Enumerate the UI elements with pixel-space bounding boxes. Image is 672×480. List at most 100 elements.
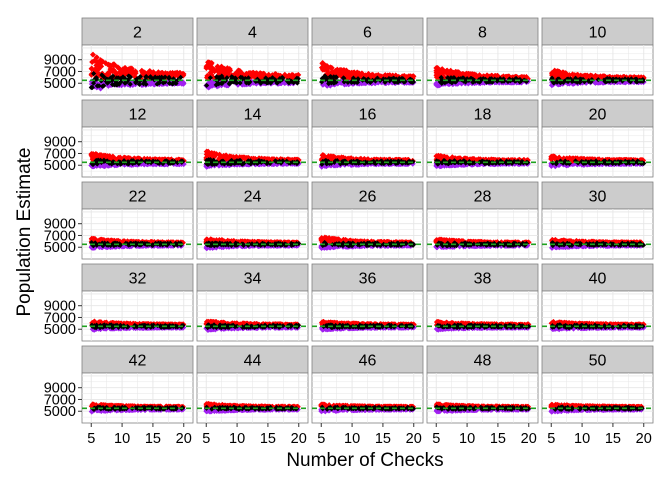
- point-central-estimate: [237, 80, 243, 86]
- point-central-estimate: [156, 74, 163, 81]
- point-central-estimate: [215, 80, 221, 87]
- point-over-estimate: [272, 71, 279, 78]
- facet-panel-2: 2: [81, 17, 194, 96]
- point-central-estimate: [290, 80, 297, 86]
- point-central-estimate: [294, 80, 300, 86]
- facet-panel-12: 12: [81, 99, 194, 178]
- facet-panel-26: 26: [311, 181, 424, 260]
- point-central-estimate: [156, 80, 162, 86]
- point-central-estimate: [94, 83, 100, 89]
- facet-strip-label: 20: [589, 107, 607, 124]
- facet-strip: [196, 17, 309, 46]
- point-central-estimate: [286, 80, 292, 86]
- point-central-estimate: [322, 73, 328, 79]
- point-over-estimate: [122, 65, 129, 72]
- point-central-estimate: [136, 81, 143, 87]
- facet-strip-label: 22: [129, 189, 147, 206]
- facet-strip-label: 24: [244, 189, 262, 206]
- facet-panel-10: 10: [541, 17, 654, 96]
- point-over-estimate: [116, 65, 123, 72]
- point-central-estimate: [232, 77, 239, 84]
- point-under-estimate: [209, 82, 216, 89]
- point-over-estimate: [89, 51, 96, 58]
- facet-panel-14: 14: [196, 99, 309, 178]
- facet-strip-label: 10: [589, 25, 607, 42]
- point-over-estimate: [147, 68, 154, 75]
- point-central-estimate: [269, 75, 276, 81]
- point-over-estimate: [319, 60, 326, 67]
- point-over-estimate: [169, 69, 176, 76]
- facet-strip-label: 8: [478, 25, 487, 42]
- point-central-estimate: [88, 84, 94, 91]
- point-central-estimate: [277, 76, 283, 82]
- facet-panel-22: 22: [81, 181, 194, 260]
- facet-panel-6: 6: [311, 17, 424, 96]
- point-central-estimate: [123, 80, 129, 86]
- point-over-estimate: [209, 67, 216, 74]
- facet-strip-label: 14: [244, 107, 262, 124]
- point-central-estimate: [219, 73, 225, 79]
- point-central-estimate: [125, 77, 131, 83]
- point-central-estimate: [160, 80, 166, 86]
- point-central-estimate: [374, 75, 381, 81]
- point-central-estimate: [120, 74, 126, 80]
- point-central-estimate: [288, 78, 295, 84]
- point-over-estimate: [254, 73, 261, 80]
- point-over-estimate: [232, 70, 239, 77]
- point-central-estimate: [331, 80, 337, 86]
- facet-strip-label: 16: [359, 107, 377, 124]
- point-over-estimate: [105, 71, 112, 78]
- point-central-estimate: [214, 74, 220, 80]
- point-central-estimate: [328, 74, 334, 80]
- point-over-estimate: [215, 64, 222, 71]
- facet-panel-20: 20: [541, 99, 654, 178]
- point-over-estimate: [354, 69, 361, 76]
- point-over-estimate: [208, 59, 215, 66]
- facet-panel-8: 8: [426, 17, 539, 96]
- facet-strip-label: 6: [363, 25, 372, 42]
- facet-strip: [311, 17, 424, 46]
- point-over-estimate: [96, 60, 103, 67]
- point-central-estimate: [109, 77, 115, 84]
- point-central-estimate: [143, 74, 149, 80]
- facet-panel-16: 16: [311, 99, 424, 178]
- point-central-estimate: [269, 78, 275, 84]
- point-central-estimate: [387, 78, 393, 84]
- point-over-estimate: [328, 64, 335, 71]
- point-central-estimate: [263, 76, 270, 82]
- point-central-estimate: [229, 74, 235, 80]
- point-central-estimate: [147, 74, 153, 81]
- point-central-estimate: [125, 73, 132, 79]
- point-over-estimate: [226, 67, 233, 74]
- point-central-estimate: [113, 82, 120, 88]
- point-over-estimate: [221, 66, 228, 73]
- facet-strip-label: 2: [133, 25, 142, 42]
- point-over-estimate: [251, 70, 258, 77]
- point-central-estimate: [91, 71, 97, 77]
- point-over-estimate: [260, 70, 267, 77]
- point-central-estimate: [274, 80, 280, 86]
- facet-panel-24: 24: [196, 181, 309, 260]
- facet-strip-label: 18: [474, 107, 492, 124]
- point-over-estimate: [288, 72, 295, 79]
- facet-strip: [81, 17, 194, 46]
- point-central-estimate: [204, 82, 210, 89]
- point-central-estimate: [99, 83, 106, 89]
- point-central-estimate: [258, 80, 264, 86]
- point-over-estimate: [89, 58, 96, 65]
- facet-strip-label: 4: [248, 25, 257, 42]
- facet-strip-label: 12: [129, 107, 147, 124]
- point-central-estimate: [265, 80, 271, 86]
- point-central-estimate: [90, 80, 97, 86]
- point-central-estimate: [127, 81, 133, 87]
- point-central-estimate: [175, 77, 181, 83]
- point-central-estimate: [331, 74, 337, 80]
- point-central-estimate: [207, 75, 213, 81]
- point-central-estimate: [219, 80, 225, 86]
- point-over-estimate: [215, 69, 222, 76]
- point-central-estimate: [162, 74, 168, 80]
- point-central-estimate: [227, 80, 233, 86]
- point-over-estimate: [223, 70, 230, 77]
